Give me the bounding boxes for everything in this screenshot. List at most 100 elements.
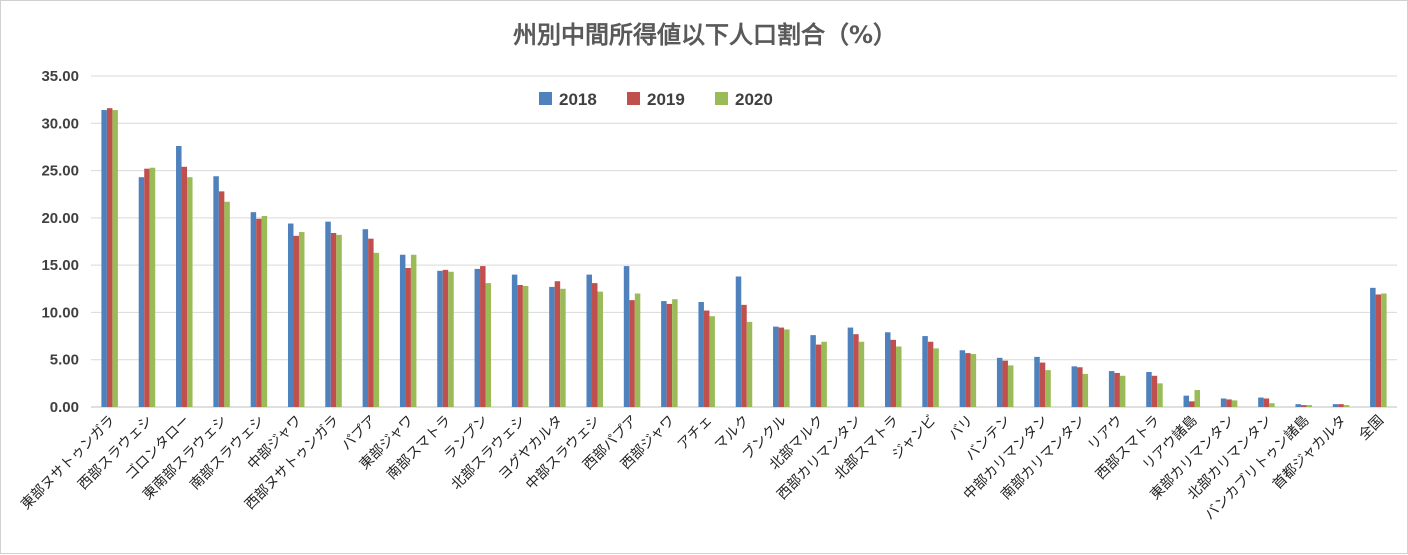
bar-2019 — [890, 339, 897, 407]
y-tick-label: 10.00 — [41, 304, 79, 321]
bar-2019 — [181, 166, 188, 407]
bar-2018 — [437, 270, 443, 407]
y-tick-label: 5.00 — [50, 352, 79, 369]
y-tick-label: 15.00 — [41, 257, 79, 274]
bar-2019 — [591, 283, 598, 407]
bar-2019 — [1338, 404, 1344, 407]
legend-swatch-2019 — [627, 92, 640, 105]
bar-2018 — [1258, 397, 1264, 407]
bar-2018 — [325, 221, 331, 407]
bar-2020 — [1007, 365, 1014, 407]
bar-2020 — [821, 341, 827, 407]
bar-2019 — [1151, 375, 1158, 407]
legend-swatch-2018 — [539, 92, 552, 105]
bar-2019 — [666, 303, 673, 407]
bar-2019 — [330, 232, 337, 407]
bar-2019 — [927, 341, 934, 407]
bar-2020 — [858, 341, 865, 407]
x-tick-label: アチェ — [675, 413, 716, 454]
bar-2019 — [629, 300, 635, 407]
bar-2018 — [586, 274, 592, 407]
legend-label-2018: 2018 — [559, 90, 597, 109]
bar-2020 — [672, 299, 678, 407]
bar-2020 — [1082, 373, 1089, 407]
bar-2019 — [815, 344, 822, 407]
bar-2018 — [1295, 404, 1301, 407]
bar-2020 — [410, 254, 417, 407]
bar-2020 — [1306, 405, 1312, 407]
bar-2020 — [896, 346, 902, 407]
bar-2018 — [399, 254, 406, 407]
bar-2020 — [970, 354, 977, 407]
bar-2019 — [554, 281, 561, 407]
bar-2020 — [1194, 389, 1201, 407]
bar-2020 — [112, 110, 118, 407]
bar-2020 — [224, 201, 230, 407]
bar-2020 — [1343, 405, 1350, 407]
x-axis: 東部ヌサトゥンガラ西部スラウェシゴロンタロー東南部スラウェシ南部スラウェシ中部ジ… — [18, 412, 1387, 524]
bar-2019 — [405, 267, 411, 407]
bar-2019 — [965, 353, 971, 407]
bar-2019 — [778, 327, 785, 407]
bar-2020 — [1157, 383, 1163, 407]
bar-2018 — [213, 176, 219, 407]
bar-2018 — [996, 357, 1003, 407]
bar-2018 — [1332, 404, 1339, 407]
bar-2020 — [1119, 375, 1126, 407]
bar-2018 — [1034, 356, 1040, 407]
bar-2019 — [1300, 405, 1307, 407]
bar-2019 — [218, 191, 225, 407]
bar-2020 — [522, 285, 529, 407]
bar-2020 — [784, 329, 790, 407]
bar-2020 — [187, 177, 193, 407]
bar-2019 — [853, 334, 859, 407]
bar-2020 — [933, 348, 939, 407]
bar-2018 — [549, 286, 555, 407]
y-tick-label: 30.00 — [41, 115, 79, 132]
x-tick-label: バリ — [946, 413, 977, 444]
legend-swatch-2020 — [715, 92, 728, 105]
bar-2019 — [703, 310, 710, 407]
bar-2019 — [1226, 399, 1232, 407]
bar-2019 — [293, 235, 299, 407]
bar-2018 — [1370, 287, 1376, 407]
bar-2019 — [741, 304, 747, 407]
bar-2019 — [144, 168, 150, 407]
bar-2020 — [336, 234, 342, 407]
bar-2018 — [661, 301, 667, 407]
bar-2020 — [597, 291, 603, 407]
y-axis: 0.00 5.00 10.00 15.00 20.00 25.00 30.00 35.00 — [41, 68, 79, 416]
bar-2018 — [698, 302, 704, 407]
bar-2020 — [560, 288, 566, 407]
bar-2020 — [1045, 370, 1051, 407]
bar-2019 — [517, 285, 523, 407]
bar-2019 — [1002, 360, 1008, 407]
bar-2019 — [442, 269, 449, 407]
bar-2018 — [885, 332, 891, 407]
bar-2020 — [709, 316, 715, 407]
bar-2020 — [634, 293, 641, 407]
bar-2018 — [474, 268, 481, 407]
legend-label-2020: 2020 — [735, 90, 773, 109]
bar-2019 — [1189, 401, 1195, 407]
bar-2019 — [1114, 372, 1120, 407]
bar-2018 — [250, 212, 257, 407]
x-tick-label: 全国 — [1355, 412, 1387, 444]
bar-2020 — [261, 215, 268, 407]
bar-2019 — [1263, 398, 1270, 407]
bar-2020 — [1231, 400, 1238, 407]
bar-2019 — [1077, 367, 1083, 407]
bar-2020 — [149, 167, 156, 407]
bar-2018 — [362, 229, 369, 407]
bar-2018 — [810, 335, 816, 407]
legend-label-2019: 2019 — [647, 90, 685, 109]
bar-2020 — [1381, 293, 1387, 407]
bar-2020 — [373, 252, 380, 407]
bar-2018 — [1146, 372, 1152, 407]
bar-2018 — [1183, 395, 1190, 407]
bar-2019 — [1375, 294, 1382, 407]
chart-title: 州別中間所得値以下人口割合（%） — [513, 21, 897, 49]
y-tick-label: 35.00 — [41, 68, 79, 85]
